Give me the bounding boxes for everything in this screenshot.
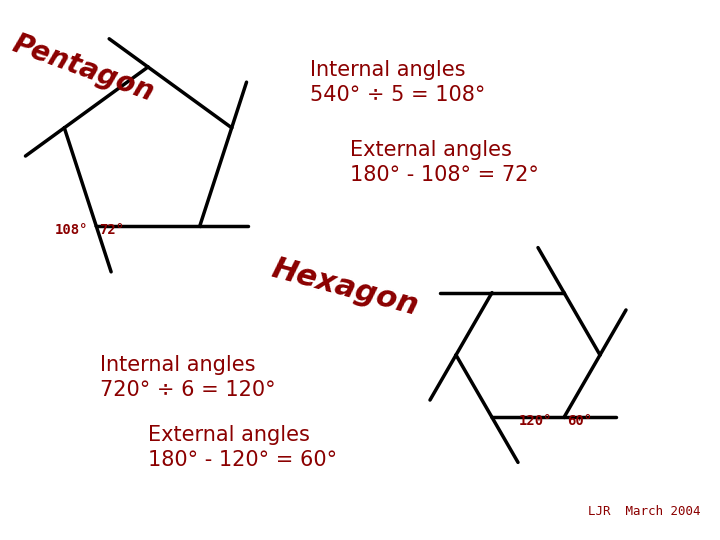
Text: 120°: 120°	[519, 414, 552, 428]
Text: Hexagon: Hexagon	[268, 254, 421, 321]
Text: 108°: 108°	[54, 223, 88, 237]
Text: Pentagon: Pentagon	[8, 29, 158, 106]
Text: 72°: 72°	[99, 223, 125, 237]
Text: 60°: 60°	[567, 414, 592, 428]
Text: Internal angles
720° ÷ 6 = 120°: Internal angles 720° ÷ 6 = 120°	[100, 355, 276, 400]
Text: Internal angles
540° ÷ 5 = 108°: Internal angles 540° ÷ 5 = 108°	[310, 60, 485, 105]
Text: External angles
180° - 120° = 60°: External angles 180° - 120° = 60°	[148, 425, 337, 470]
Text: LJR  March 2004: LJR March 2004	[588, 505, 701, 518]
Text: External angles
180° - 108° = 72°: External angles 180° - 108° = 72°	[350, 140, 539, 185]
